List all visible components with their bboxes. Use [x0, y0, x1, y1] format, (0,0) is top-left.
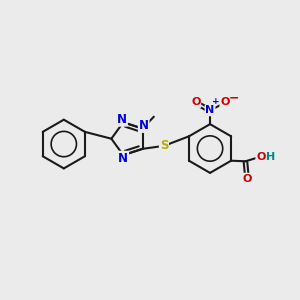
- Text: H: H: [266, 152, 276, 161]
- Text: O: O: [220, 97, 230, 107]
- Text: N: N: [117, 113, 127, 126]
- Text: S: S: [160, 140, 168, 152]
- Text: O: O: [242, 173, 252, 184]
- Text: N: N: [118, 152, 128, 165]
- Text: −: −: [229, 92, 239, 104]
- Text: N: N: [139, 119, 149, 132]
- Text: O: O: [256, 152, 266, 161]
- Text: O: O: [191, 97, 200, 107]
- Text: N: N: [206, 106, 215, 116]
- Text: +: +: [212, 97, 220, 106]
